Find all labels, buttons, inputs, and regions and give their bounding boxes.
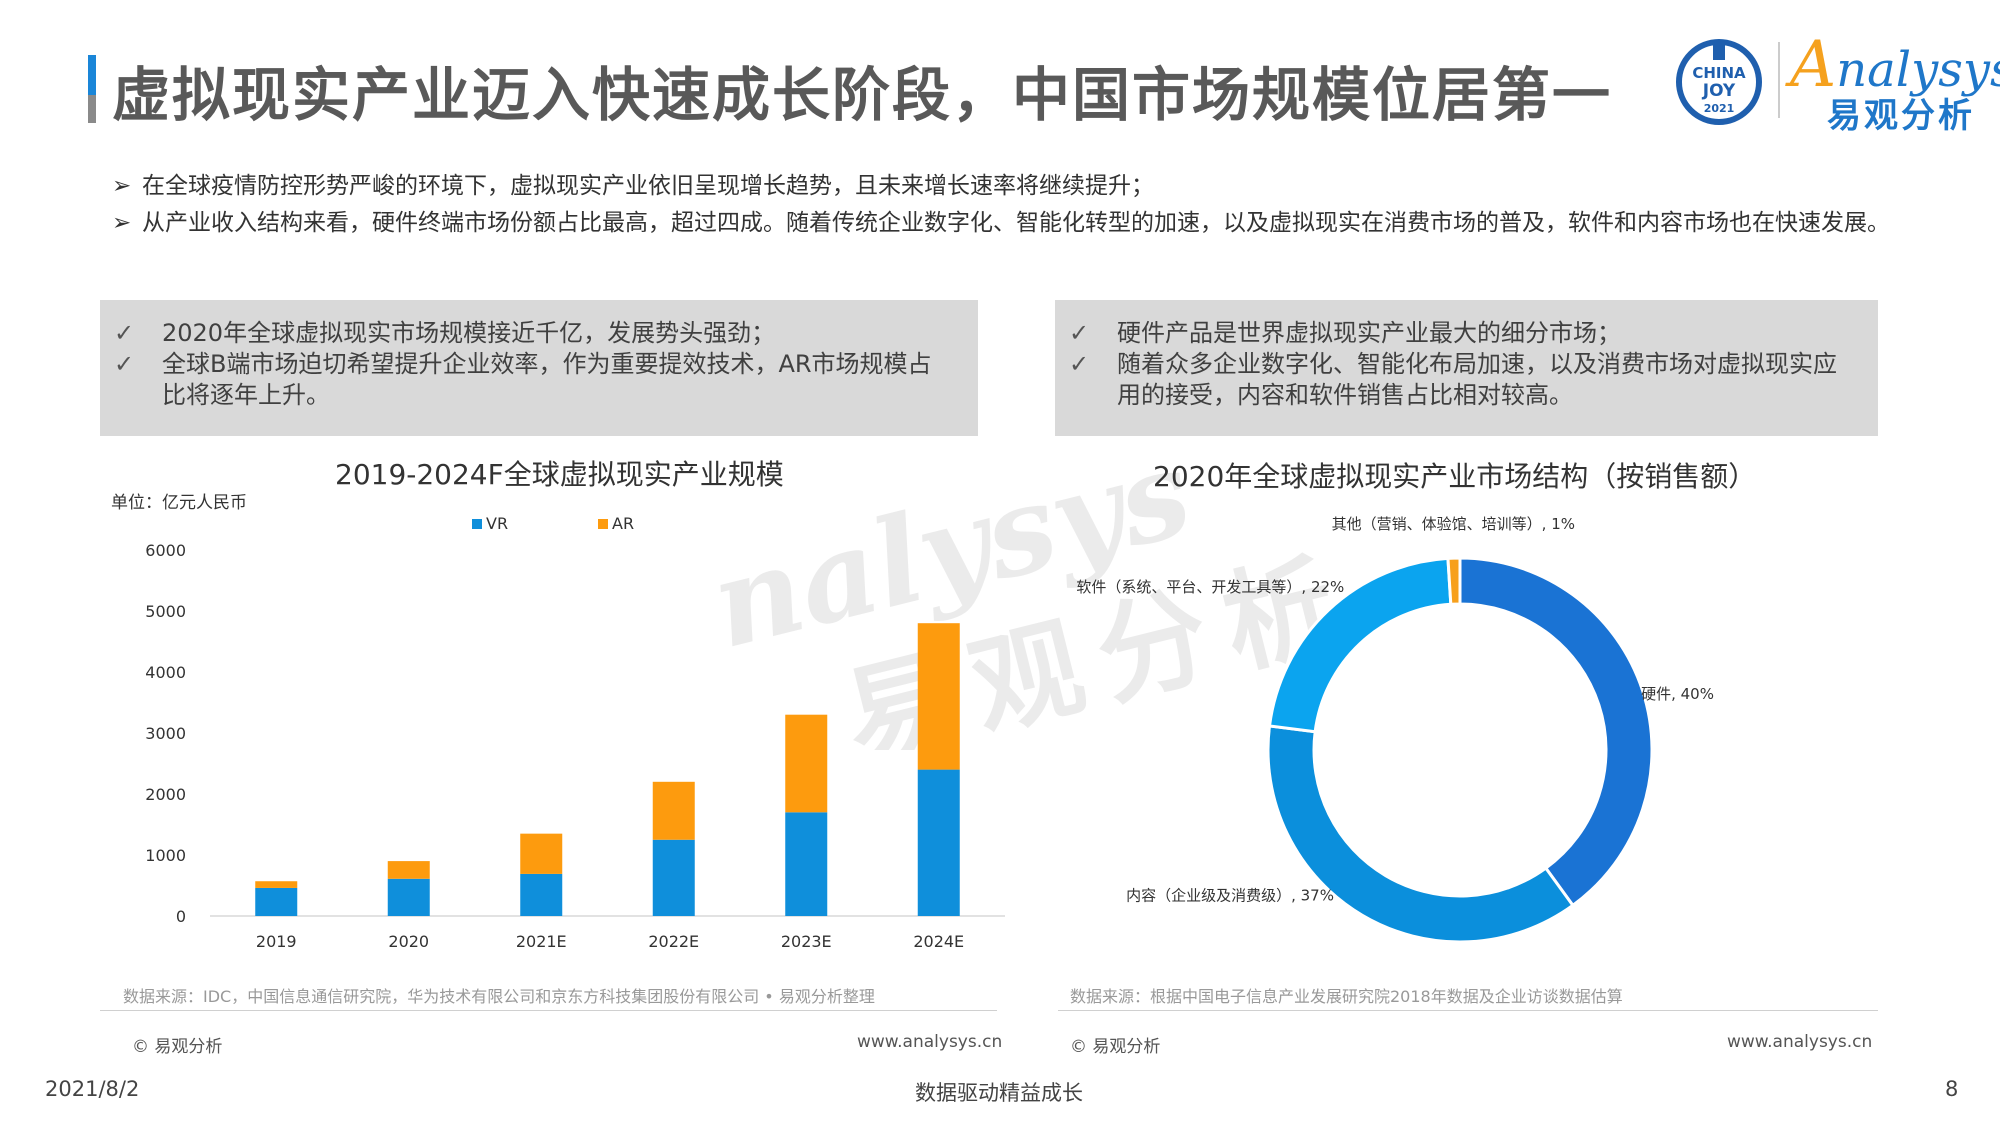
bar-chart-legend-swatch (598, 519, 608, 529)
highlight-text: 随着众多企业数字化、智能化布局加速，以及消费市场对虚拟现实应用的接受，内容和软件… (1117, 350, 1837, 409)
bar-chart-bar-ar (917, 623, 960, 770)
bar-chart-bar-vr (387, 878, 430, 916)
chinajoy-logo-line2: JOY (1702, 81, 1736, 101)
highlight-item: ✓ 随着众多企业数字化、智能化布局加速，以及消费市场对虚拟现实应用的接受，内容和软… (1055, 349, 1854, 411)
donut-slice-label: 硬件, 40% (1641, 685, 1714, 703)
summary-bullet: ➢ 从产业收入结构来看，硬件终端市场份额占比最高，超过四成。随着传统企业数字化、智… (112, 205, 1912, 242)
bar-chart-y-tick-label: 3000 (145, 724, 186, 743)
bar-chart-bar-ar (652, 781, 695, 840)
bar-chart-bar-vr (652, 839, 695, 916)
donut-slice-label: 内容（企业级及消费级）, 37% (1126, 886, 1334, 904)
right-highlight-box: ✓ 硬件产品是世界虚拟现实产业最大的细分市场； ✓ 随着众多企业数字化、智能化布局加… (1055, 300, 1878, 436)
analysys-logo-text: nalysys (1836, 42, 2000, 98)
bar-chart: VR AR 0 1000 2000 3000 4000 5000 6000 2019 2020 2… (145, 514, 1005, 951)
bar-chart-y-tick-label: 0 (176, 907, 186, 926)
left-website-link[interactable]: www.analysys.cn (857, 1032, 1003, 1052)
bar-chart-y-tick-label: 6000 (145, 541, 186, 560)
bar-chart-x-tick-label: 2022E (648, 932, 699, 951)
donut-chart-title: 2020年全球虚拟现实产业市场结构（按销售额） (1153, 460, 1757, 493)
donut-slice (1446, 556, 1462, 606)
left-highlight-box: ✓ 2020年全球虚拟现实市场规模接近千亿，发展势头强劲； ✓ 全球B端市场迫切希望… (100, 300, 978, 436)
check-icon: ✓ (1069, 319, 1090, 347)
summary-bullet-text: 在全球疫情防控形势严峻的环境下，虚拟现实产业依旧呈现增长趋势，且未来增长速率将继… (142, 173, 1154, 199)
bar-chart-bar-ar (387, 861, 430, 879)
check-icon: ✓ (1069, 350, 1090, 378)
donut-chart-source: 数据来源：根据中国电子信息产业发展研究院2018年数据及企业访谈数据估算 (1070, 987, 1623, 1006)
donut-slice-label: 其他（营销、体验馆、培训等）, 1% (1332, 515, 1575, 533)
bar-chart-bar-ar (520, 833, 563, 874)
slide-date: 2021/8/2 (45, 1077, 140, 1101)
right-website-link[interactable]: www.analysys.cn (1727, 1032, 1873, 1052)
title-accent-bar (88, 55, 96, 123)
chinajoy-logo-line3: 2021 (1704, 102, 1735, 115)
bar-chart-bar-ar (785, 714, 828, 813)
bar-chart-x-tick-label: 2021E (516, 932, 567, 951)
summary-bullet: ➢ 在全球疫情防控形势严峻的环境下，虚拟现实产业依旧呈现增长趋势，且未来增长速率将… (112, 168, 1912, 205)
bar-chart-bar-vr (520, 873, 563, 916)
bar-chart-bar-vr (255, 887, 298, 916)
highlight-text: 2020年全球虚拟现实市场规模接近千亿，发展势头强劲； (162, 319, 776, 347)
left-copyright: © 易观分析 (132, 1037, 223, 1057)
donut-slice-label: 软件（系统、平台、开发工具等）, 22% (1076, 578, 1344, 596)
donut-slice (1458, 556, 1654, 908)
chinajoy-logo: CHINA JOY 2021 (1676, 39, 1762, 125)
left-footer-divider (100, 1010, 997, 1011)
donut-slice (1266, 724, 1575, 944)
bar-chart-x-tick-label: 2023E (781, 932, 832, 951)
bar-chart-bar-ar (255, 881, 298, 888)
page-title: 虚拟现实产业迈入快速成长阶段，中国市场规模位居第一 (112, 61, 1613, 129)
highlight-item: ✓ 全球B端市场迫切希望提升企业效率，作为重要提效技术，AR市场规模占比将逐年上升… (100, 349, 954, 411)
highlight-text: 硬件产品是世界虚拟现实产业最大的细分市场； (1117, 319, 1621, 347)
bar-chart-title: 2019-2024F全球虚拟现实产业规模 (335, 458, 784, 491)
page-number: 8 (1945, 1077, 1959, 1101)
bar-chart-legend-label: AR (612, 514, 634, 533)
analysys-logo-cn: 易观分析 (1827, 96, 1975, 136)
analysys-logo-mark: A (1790, 28, 1837, 102)
arrow-bullet-icon: ➢ (112, 173, 132, 199)
analysys-logo: Analysys (1790, 28, 2000, 102)
bar-chart-x-tick-label: 2024E (913, 932, 964, 951)
highlight-text: 全球B端市场迫切希望提升企业效率，作为重要提效技术，AR市场规模占比将逐年上升。 (162, 350, 932, 409)
arrow-bullet-icon: ➢ (112, 210, 132, 236)
bar-chart-y-tick-label: 2000 (145, 785, 186, 804)
bar-chart-y-tick-label: 5000 (145, 602, 186, 621)
highlight-item: ✓ 硬件产品是世界虚拟现实产业最大的细分市场； (1055, 318, 1854, 349)
bar-chart-legend-label: VR (486, 514, 508, 533)
title-accent-bar-lower (88, 95, 96, 123)
bar-chart-bar-vr (785, 812, 828, 916)
check-icon: ✓ (114, 319, 135, 347)
right-footer-divider (1058, 1010, 1878, 1011)
check-icon: ✓ (114, 350, 135, 378)
right-copyright: © 易观分析 (1070, 1037, 1161, 1057)
bar-chart-bar-vr (917, 769, 960, 916)
donut-chart: 硬件, 40% 内容（企业级及消费级）, 37% 软件（系统、平台、开发工具等）, … (1076, 515, 1714, 944)
highlight-item: ✓ 2020年全球虚拟现实市场规模接近千亿，发展势头强劲； (100, 318, 954, 349)
bar-chart-unit: 单位：亿元人民币 (111, 493, 247, 513)
bar-chart-source: 数据来源：IDC，中国信息通信研究院，华为技术有限公司和京东方科技集团股份有限公… (123, 987, 875, 1006)
summary-bullets: ➢ 在全球疫情防控形势严峻的环境下，虚拟现实产业依旧呈现增长趋势，且未来增长速率将… (112, 168, 1912, 242)
bar-chart-legend-swatch (472, 519, 482, 529)
summary-bullet-text: 从产业收入结构来看，硬件终端市场份额占比最高，超过四成。随着传统企业数字化、智能… (142, 210, 1890, 236)
bar-chart-x-tick-label: 2020 (388, 932, 429, 951)
bar-chart-y-tick-label: 4000 (145, 663, 186, 682)
bar-chart-x-tick-label: 2019 (256, 932, 297, 951)
slide-slogan: 数据驱动精益成长 (915, 1081, 1083, 1105)
chinajoy-logo-line1: CHINA (1692, 64, 1746, 82)
bar-chart-y-tick-label: 1000 (145, 846, 186, 865)
logo-separator (1778, 42, 1780, 118)
